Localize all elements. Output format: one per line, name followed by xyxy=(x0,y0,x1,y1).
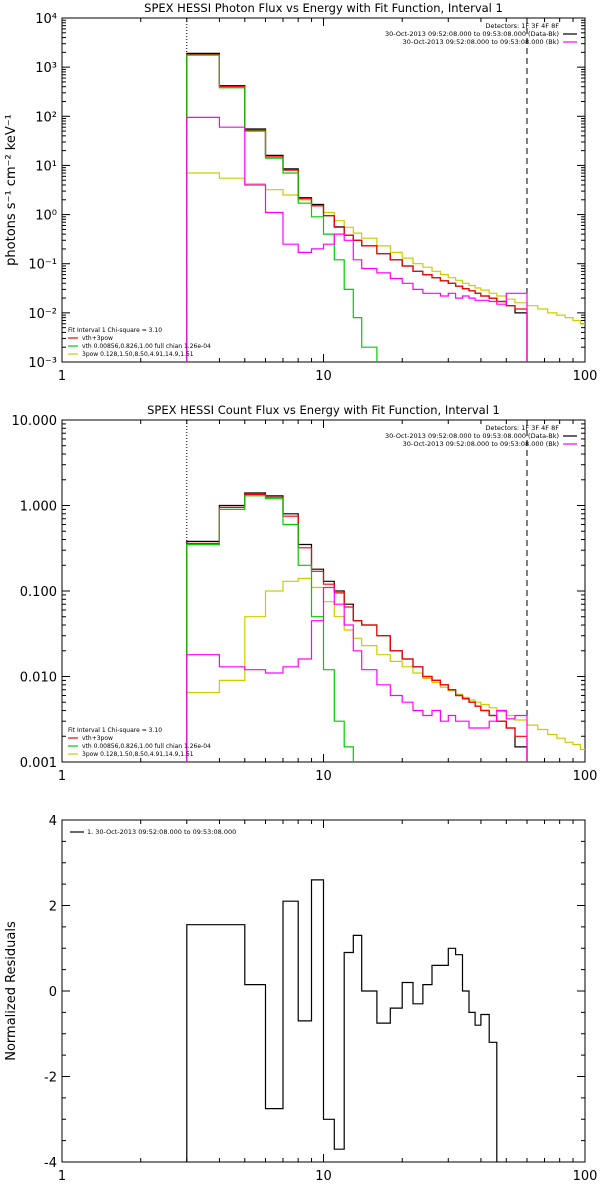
data-area xyxy=(186,879,498,1162)
legend-top-text: Detectors: 1F 3F 4F 8F xyxy=(485,22,559,30)
series-line-1 xyxy=(186,52,528,362)
chart-panel-1: SPEX HESSI Photon Flux vs Energy with Fi… xyxy=(4,1,597,384)
y-tick-label: 10⁴ xyxy=(35,12,57,27)
chart-panel-2: SPEX HESSI Count Flux vs Energy with Fit… xyxy=(12,403,598,784)
data-area xyxy=(186,492,585,762)
y-axis-label: photons s⁻¹ cm⁻² keV⁻¹ xyxy=(4,114,19,266)
x-tick-label: 10 xyxy=(315,769,332,784)
legend-bottom-text: vth 0.00856,0.826,1.00 full chian 1.26e-… xyxy=(82,743,211,750)
plot-frame xyxy=(61,17,586,363)
y-tick-label: 10.000 xyxy=(12,414,58,429)
y-tick-label: -2 xyxy=(44,1071,57,1086)
chart-title: SPEX HESSI Photon Flux vs Energy with Fi… xyxy=(144,1,503,15)
x-tick-label: 10 xyxy=(315,1169,332,1184)
legend-bottom-text: Fit Interval 1 Chi-square = 3.10 xyxy=(68,327,162,334)
x-tick-label: 1 xyxy=(58,769,66,784)
y-tick-label: 10⁻² xyxy=(28,307,57,322)
series-line-1 xyxy=(186,492,528,762)
chart-panel-3: 1 10 100 -4 -2 0 2 4 Normalized Residuals 1. 30-O… xyxy=(4,814,597,1184)
x-tick-label: 10 xyxy=(315,369,332,384)
x-tick-label: 100 xyxy=(573,769,598,784)
fit-curve-3pow xyxy=(186,172,585,362)
y-tick-label: 10³ xyxy=(35,61,57,76)
series-line-3 xyxy=(186,54,378,362)
y-tick-label: 10⁻³ xyxy=(28,356,57,371)
legend-bottom-text: 3pow 0.128,1.50,8.50,4.91,14.9,1.51 xyxy=(82,351,194,358)
legend-top-text: 30-Oct-2013 09:52:08.000 to 09:53:08.000… xyxy=(385,30,559,38)
y-tick-label: 10⁰ xyxy=(35,209,57,224)
legend-bottom-text: vth 0.00856,0.826,1.00 full chian 1.26e-… xyxy=(82,343,211,350)
series-line-3 xyxy=(186,495,354,762)
series-line-2 xyxy=(186,54,528,362)
x-tick-label: 1 xyxy=(58,369,66,384)
legend-top-text: Detectors: 1F 3F 4F 8F xyxy=(485,424,559,432)
y-tick-label: 10² xyxy=(35,110,57,125)
y-tick-label: 2 xyxy=(49,900,57,915)
legend-text: 1. 30-Oct-2013 09:52:08.000 to 09:53:08.… xyxy=(87,828,236,836)
legend-top-text: 30-Oct-2013 09:52:08.000 to 09:53:08.000… xyxy=(403,440,559,448)
x-tick-label: 1 xyxy=(58,1169,66,1184)
y-tick-label: 4 xyxy=(49,814,57,829)
legend-bottom-text: vth+3pow xyxy=(82,735,113,742)
series-line-1 xyxy=(186,879,498,1162)
data-area xyxy=(186,52,585,362)
y-tick-label: 10⁻¹ xyxy=(28,258,57,273)
series-line-2 xyxy=(186,493,528,762)
chart-title: SPEX HESSI Count Flux vs Energy with Fit… xyxy=(147,403,500,417)
series-line-4 xyxy=(186,586,528,762)
legend-top-text: 30-Oct-2013 09:52:08.000 to 09:53:08.000… xyxy=(403,38,559,46)
legend-bottom-text: vth+3pow xyxy=(82,335,113,342)
legend-top-text: 30-Oct-2013 09:52:08.000 to 09:53:08.000… xyxy=(385,432,559,440)
y-tick-label: 0.010 xyxy=(20,671,57,686)
y-tick-label: 1.000 xyxy=(20,500,57,515)
legend-bottom-text: 3pow 0.128,1.50,8.50,4.91,14.9,1.51 xyxy=(82,751,194,758)
y-tick-label: -4 xyxy=(44,1156,57,1171)
series-line-4 xyxy=(186,116,528,362)
y-tick-label: 0.001 xyxy=(20,756,57,771)
y-axis-label: Normalized Residuals xyxy=(4,921,19,1061)
x-tick-label: 100 xyxy=(573,1169,598,1184)
x-tick-label: 100 xyxy=(573,369,598,384)
y-tick-label: 0 xyxy=(49,985,57,1000)
y-tick-label: 10¹ xyxy=(35,159,57,174)
y-tick-label: 0.100 xyxy=(20,585,57,600)
legend-bottom-text: Fit Interval 1 Chi-square = 3.10 xyxy=(68,727,162,734)
